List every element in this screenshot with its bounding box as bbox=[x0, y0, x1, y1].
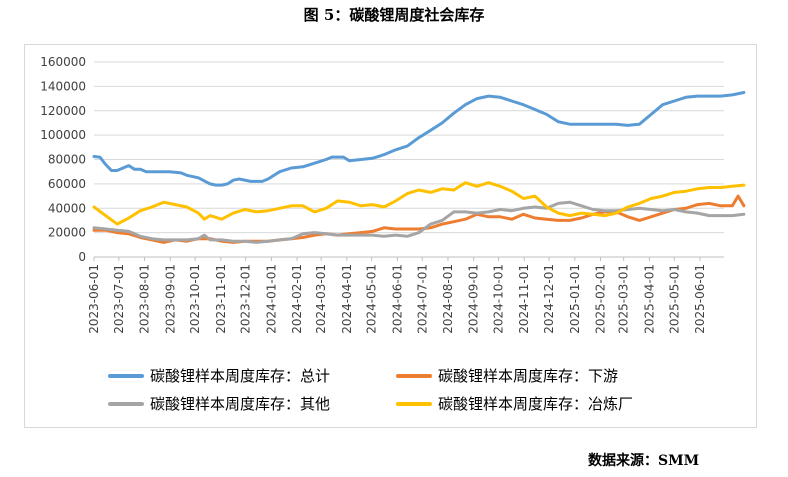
series-line-3 bbox=[92, 181, 746, 226]
legend-item-downstream: 碳酸锂样本周度库存：下游 bbox=[396, 365, 618, 386]
x-tick-label: 2023-09-01 bbox=[163, 264, 177, 334]
x-tick-label: 2023-06-01 bbox=[87, 264, 101, 334]
x-tick-label: 2025-05-01 bbox=[667, 264, 681, 334]
y-tick-label: 60000 bbox=[48, 177, 86, 191]
data-source: 数据来源：SMM bbox=[588, 453, 700, 469]
legend-label-total: 碳酸锂样本周度库存：总计 bbox=[150, 367, 331, 385]
y-tick-label: 120000 bbox=[40, 104, 86, 118]
x-tick-label: 2024-10-01 bbox=[492, 264, 506, 334]
x-tick-label: 2023-07-01 bbox=[112, 264, 126, 334]
legend-label-downstream: 碳酸锂样本周度库存：下游 bbox=[438, 367, 619, 385]
x-tick-label: 2024-09-01 bbox=[467, 264, 481, 334]
x-tick-label: 2024-11-01 bbox=[517, 264, 531, 334]
chart-title: 图 5：碳酸锂周度社会库存 bbox=[303, 6, 485, 24]
legend-item-other: 碳酸锂样本周度库存：其他 bbox=[108, 393, 330, 414]
x-tick-label: 2023-08-01 bbox=[138, 264, 152, 334]
legend-swatch-downstream bbox=[396, 373, 432, 378]
legend-item-total: 碳酸锂样本周度库存：总计 bbox=[108, 365, 330, 386]
y-tick-label: 20000 bbox=[48, 226, 86, 240]
x-tick-label: 2024-02-01 bbox=[290, 264, 304, 334]
series-line-0 bbox=[92, 91, 746, 187]
y-tick-label: 80000 bbox=[48, 153, 86, 167]
series-line-2 bbox=[92, 200, 746, 244]
chart-frame bbox=[24, 44, 757, 428]
y-tick-label: 0 bbox=[78, 250, 86, 264]
x-tick-label: 2024-04-01 bbox=[340, 264, 354, 334]
series-line-1 bbox=[92, 194, 746, 244]
x-tick-label: 2024-03-01 bbox=[314, 264, 328, 334]
legend-swatch-smelter bbox=[396, 401, 432, 406]
x-tick-label: 2025-01-01 bbox=[568, 264, 582, 334]
x-tick-label: 2023-11-01 bbox=[214, 264, 228, 334]
x-tick-label: 2024-12-01 bbox=[542, 264, 556, 334]
legend-swatch-other bbox=[108, 401, 144, 406]
legend-label-smelter: 碳酸锂样本周度库存：冶炼厂 bbox=[438, 395, 634, 413]
x-tick-label: 2024-06-01 bbox=[390, 264, 404, 334]
y-tick-label: 160000 bbox=[40, 55, 86, 69]
y-tick-label: 40000 bbox=[48, 201, 86, 215]
x-tick-label: 2024-08-01 bbox=[441, 264, 455, 334]
x-tick-label: 2025-03-01 bbox=[617, 264, 631, 334]
x-tick-label: 2024-01-01 bbox=[264, 264, 278, 334]
x-tick-label: 2025-04-01 bbox=[642, 264, 656, 334]
x-tick-label: 2025-06-01 bbox=[693, 264, 707, 334]
y-tick-label: 140000 bbox=[40, 79, 86, 93]
y-tick-label: 100000 bbox=[40, 128, 86, 142]
x-tick-label: 2023-12-01 bbox=[239, 264, 253, 334]
x-tick-label: 2025-02-01 bbox=[593, 264, 607, 334]
x-tick-label: 2024-07-01 bbox=[415, 264, 429, 334]
legend-item-smelter: 碳酸锂样本周度库存：冶炼厂 bbox=[396, 393, 633, 414]
legend-label-other: 碳酸锂样本周度库存：其他 bbox=[150, 395, 331, 413]
x-tick-label: 2023-10-01 bbox=[188, 264, 202, 334]
legend-swatch-total bbox=[108, 373, 144, 378]
x-tick-label: 2024-05-01 bbox=[365, 264, 379, 334]
